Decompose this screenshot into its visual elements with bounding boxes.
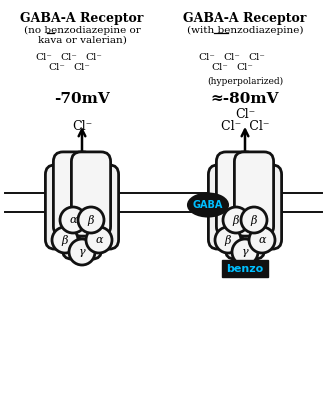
Text: Cl⁻: Cl⁻ [236,63,253,72]
Text: β: β [62,235,68,245]
Text: GABA: GABA [193,200,223,210]
FancyBboxPatch shape [234,152,274,236]
Text: γ: γ [242,247,248,257]
FancyBboxPatch shape [62,175,102,259]
Text: Cl⁻: Cl⁻ [198,53,215,62]
Text: Cl⁻: Cl⁻ [60,53,77,62]
Text: Cl⁻: Cl⁻ [86,53,102,62]
FancyBboxPatch shape [208,165,248,249]
Text: Cl⁻: Cl⁻ [249,53,266,62]
Text: GABA-A Receptor: GABA-A Receptor [183,12,307,25]
Text: GABA-A Receptor: GABA-A Receptor [20,12,144,25]
Text: (with benzodiazepine): (with benzodiazepine) [187,26,303,35]
Text: β: β [233,215,239,225]
Circle shape [215,227,241,253]
Text: Cl⁻  Cl⁻: Cl⁻ Cl⁻ [221,120,269,133]
Circle shape [241,207,267,233]
Text: ≈-80mV: ≈-80mV [211,92,279,106]
Circle shape [52,227,78,253]
Text: α: α [69,215,77,225]
Text: Cl⁻: Cl⁻ [36,53,52,62]
Text: -70mV: -70mV [54,92,110,106]
Text: β: β [251,215,257,225]
Circle shape [78,207,104,233]
FancyBboxPatch shape [242,165,282,249]
FancyBboxPatch shape [225,175,265,259]
Text: kava or valerian): kava or valerian) [38,36,127,45]
Circle shape [223,207,249,233]
Circle shape [86,227,112,253]
Circle shape [249,227,275,253]
Text: α: α [95,235,103,245]
FancyBboxPatch shape [71,152,111,236]
Text: (hyperpolarized): (hyperpolarized) [207,77,283,86]
Circle shape [69,239,95,265]
Text: α: α [258,235,266,245]
FancyBboxPatch shape [45,165,85,249]
Text: Cl⁻: Cl⁻ [212,63,229,72]
Text: Cl⁻: Cl⁻ [235,108,255,121]
Text: Cl⁻: Cl⁻ [74,63,91,72]
Circle shape [232,239,258,265]
FancyBboxPatch shape [79,165,119,249]
Circle shape [60,207,86,233]
FancyBboxPatch shape [53,152,93,236]
Text: γ: γ [79,247,85,257]
Text: Cl⁻: Cl⁻ [224,53,240,62]
Text: β: β [225,235,231,245]
Ellipse shape [188,193,228,216]
Text: Cl⁻: Cl⁻ [72,120,92,133]
Text: (no benzodiazepine or: (no benzodiazepine or [24,26,140,35]
FancyBboxPatch shape [216,152,256,236]
Bar [222,260,268,277]
Text: benzo: benzo [226,263,264,273]
Text: Cl⁻: Cl⁻ [49,63,65,72]
Text: β: β [88,215,94,225]
